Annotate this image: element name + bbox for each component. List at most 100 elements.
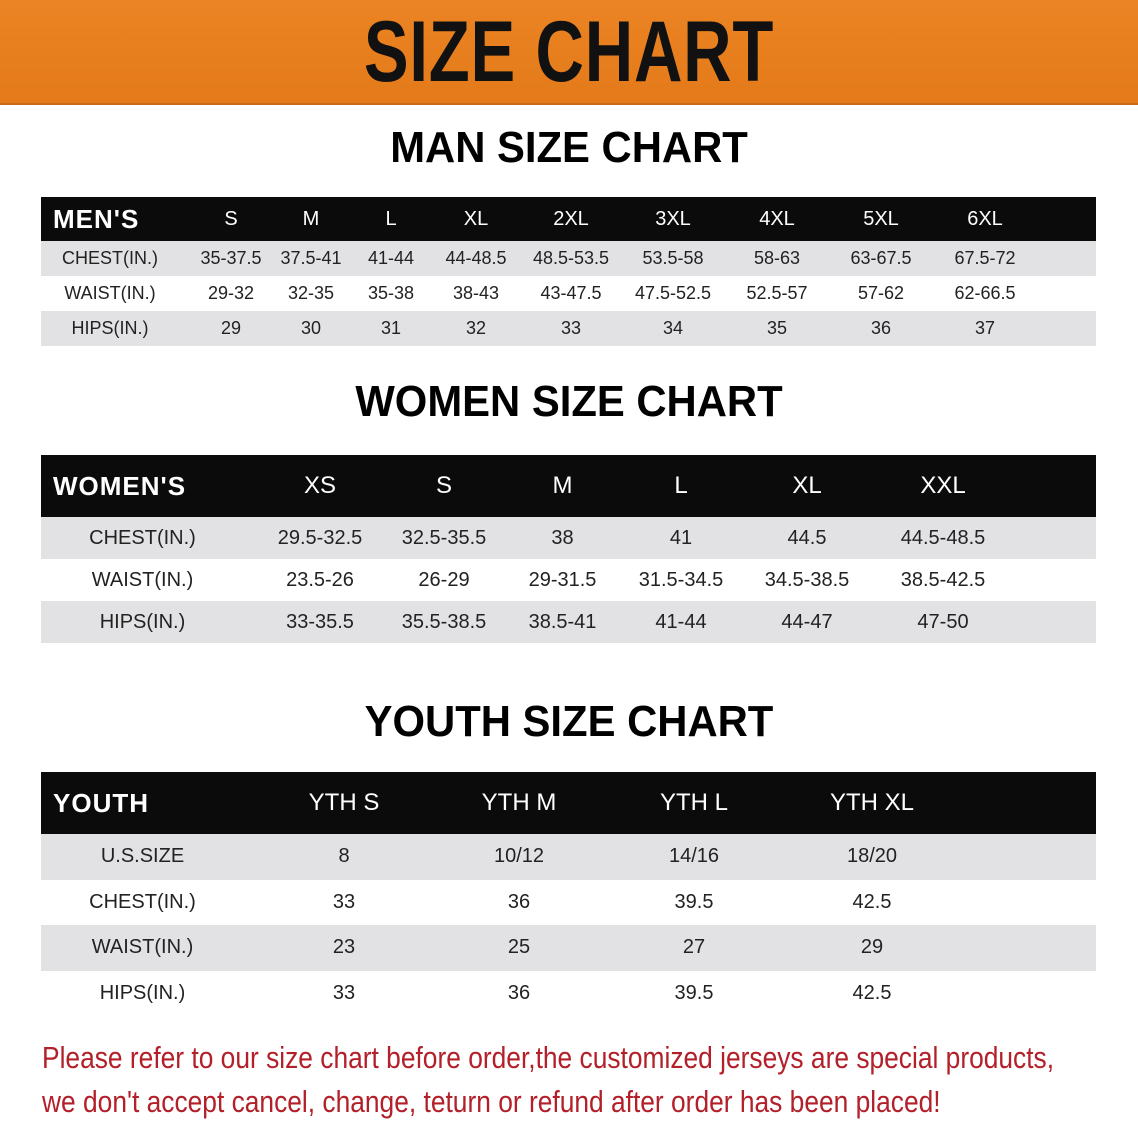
size-header-cell: L bbox=[385, 207, 397, 230]
youth-size-table: YOUTH YTH S YTH M YTH L YTH XL U.S.SIZE 8 10/12… bbox=[41, 772, 1096, 1016]
measurement-cell: 33 bbox=[560, 318, 582, 338]
measurement-cell: 32 bbox=[465, 318, 487, 338]
measurement-cell: 26-29 bbox=[418, 568, 470, 591]
measurement-cell: 29-31.5 bbox=[528, 568, 597, 591]
measurement-cell: 35.5-38.5 bbox=[401, 610, 487, 633]
men-header-label: MEN'S bbox=[53, 203, 140, 234]
row-label: U.S.SIZE bbox=[100, 845, 185, 868]
measurement-cell: 14/16 bbox=[668, 845, 720, 868]
size-header-cell: S bbox=[224, 207, 238, 230]
measurement-cell: 10/12 bbox=[493, 845, 545, 868]
table-row: WAIST(IN.) 23.5-26 26-29 29-31.5 31.5-34.5 34… bbox=[41, 559, 1096, 601]
measurement-cell: 27 bbox=[682, 936, 706, 959]
size-header-cell: YTH XL bbox=[829, 789, 915, 816]
measurement-cell: 67.5-72 bbox=[954, 248, 1016, 268]
measurement-cell: 25 bbox=[507, 936, 531, 959]
size-header-cell: XL bbox=[463, 207, 489, 230]
measurement-cell: 32-35 bbox=[287, 283, 335, 303]
measurement-cell: 36 bbox=[870, 318, 892, 338]
measurement-cell: 41 bbox=[669, 526, 693, 549]
measurement-cell: 35-37.5 bbox=[200, 248, 262, 268]
measurement-cell: 63-67.5 bbox=[850, 248, 912, 268]
measurement-cell: 47.5-52.5 bbox=[634, 283, 712, 303]
banner-title: SIZE CHART bbox=[363, 4, 775, 100]
size-header-cell: YTH S bbox=[308, 789, 380, 816]
measurement-cell: 38-43 bbox=[452, 283, 500, 303]
size-header-cell: L bbox=[674, 472, 688, 499]
measurement-cell: 18/20 bbox=[846, 845, 898, 868]
size-header-cell: S bbox=[435, 472, 452, 499]
table-row: WAIST(IN.) 23 25 27 29 bbox=[41, 925, 1096, 971]
table-row: CHEST(IN.) 29.5-32.5 32.5-35.5 38 41 44.5 44.5… bbox=[41, 517, 1096, 559]
measurement-cell: 30 bbox=[300, 318, 322, 338]
measurement-cell: 37 bbox=[974, 318, 996, 338]
table-row: WAIST(IN.) 29-32 32-35 35-38 38-43 43-47.5 47.… bbox=[41, 276, 1096, 311]
table-row: HIPS(IN.) 29 30 31 32 33 34 35 36 37 bbox=[41, 311, 1096, 346]
row-label: WAIST(IN.) bbox=[64, 283, 156, 303]
measurement-cell: 44.5 bbox=[787, 526, 827, 549]
size-header-cell: 3XL bbox=[655, 207, 691, 230]
size-header-cell: 2XL bbox=[553, 207, 589, 230]
women-size-table: WOMEN'S XS S M L XL XXL CHEST(IN.) 29.5-32.5 32.5… bbox=[41, 455, 1096, 643]
youth-header-row: YOUTH YTH S YTH M YTH L YTH XL bbox=[41, 772, 1096, 834]
row-label: HIPS(IN.) bbox=[71, 318, 149, 338]
size-header-cell: 4XL bbox=[759, 207, 795, 230]
women-header-label: WOMEN'S bbox=[53, 470, 187, 501]
measurement-cell: 47-50 bbox=[917, 610, 969, 633]
size-header-cell: XL bbox=[792, 472, 822, 499]
measurement-cell: 42.5 bbox=[852, 890, 892, 913]
men-size-table: MEN'S S M L XL 2XL 3XL 4XL 5XL 6XL CHEST(IN.) 35-37… bbox=[41, 197, 1096, 346]
size-header-cell: YTH M bbox=[481, 789, 557, 816]
women-section-title: WOMEN SIZE CHART bbox=[355, 377, 783, 426]
measurement-cell: 31.5-34.5 bbox=[638, 568, 724, 591]
measurement-cell: 38.5-42.5 bbox=[900, 568, 986, 591]
measurement-cell: 29 bbox=[860, 936, 884, 959]
measurement-cell: 29-32 bbox=[207, 283, 255, 303]
measurement-cell: 44-48.5 bbox=[445, 248, 507, 268]
measurement-cell: 33-35.5 bbox=[286, 610, 354, 633]
banner: SIZE CHART bbox=[0, 0, 1138, 105]
row-label: HIPS(IN.) bbox=[99, 610, 186, 633]
size-header-cell: 5XL bbox=[863, 207, 899, 230]
measurement-cell: 41-44 bbox=[367, 248, 415, 268]
measurement-cell: 43-47.5 bbox=[540, 283, 602, 303]
size-header-cell: M bbox=[302, 207, 320, 230]
measurement-cell: 38 bbox=[551, 526, 574, 549]
women-header-row: WOMEN'S XS S M L XL XXL bbox=[41, 455, 1096, 517]
measurement-cell: 41-44 bbox=[655, 610, 707, 633]
measurement-cell: 48.5-53.5 bbox=[532, 248, 610, 268]
row-label: WAIST(IN.) bbox=[91, 568, 194, 591]
size-header-cell: M bbox=[552, 472, 573, 499]
size-header-cell: XXL bbox=[920, 472, 966, 499]
table-row: CHEST(IN.) 35-37.5 37.5-41 41-44 44-48.5 48.5… bbox=[41, 241, 1096, 276]
table-row: CHEST(IN.) 33 36 39.5 42.5 bbox=[41, 879, 1096, 925]
row-label: WAIST(IN.) bbox=[91, 936, 194, 959]
measurement-cell: 53.5-58 bbox=[642, 248, 704, 268]
row-label: HIPS(IN.) bbox=[99, 981, 186, 1004]
notice-line-1: Please refer to our size chart before or… bbox=[42, 1040, 1055, 1075]
size-header-cell: 6XL bbox=[967, 207, 1003, 230]
measurement-cell: 44.5-48.5 bbox=[900, 526, 986, 549]
measurement-cell: 33 bbox=[332, 981, 356, 1004]
measurement-cell: 36 bbox=[507, 981, 531, 1004]
measurement-cell: 39.5 bbox=[674, 981, 714, 1004]
measurement-cell: 57-62 bbox=[857, 283, 905, 303]
measurement-cell: 31 bbox=[380, 318, 402, 338]
size-header-cell: XS bbox=[303, 472, 336, 499]
men-header-row: MEN'S S M L XL 2XL 3XL 4XL 5XL 6XL bbox=[41, 197, 1096, 241]
measurement-cell: 42.5 bbox=[852, 981, 892, 1004]
measurement-cell: 23.5-26 bbox=[286, 568, 354, 591]
measurement-cell: 29 bbox=[220, 318, 242, 338]
measurement-cell: 23 bbox=[332, 936, 356, 959]
measurement-cell: 35 bbox=[766, 318, 788, 338]
measurement-cell: 44-47 bbox=[781, 610, 833, 633]
measurement-cell: 39.5 bbox=[674, 890, 714, 913]
measurement-cell: 34 bbox=[662, 318, 684, 338]
row-label: CHEST(IN.) bbox=[89, 890, 196, 913]
measurement-cell: 8 bbox=[338, 845, 350, 868]
measurement-cell: 58-63 bbox=[753, 248, 801, 268]
measurement-cell: 32.5-35.5 bbox=[401, 526, 487, 549]
notice-line-2: we don't accept cancel, change, teturn o… bbox=[42, 1084, 941, 1119]
table-row: HIPS(IN.) 33 36 39.5 42.5 bbox=[41, 970, 1096, 1016]
measurement-cell: 35-38 bbox=[367, 283, 415, 303]
